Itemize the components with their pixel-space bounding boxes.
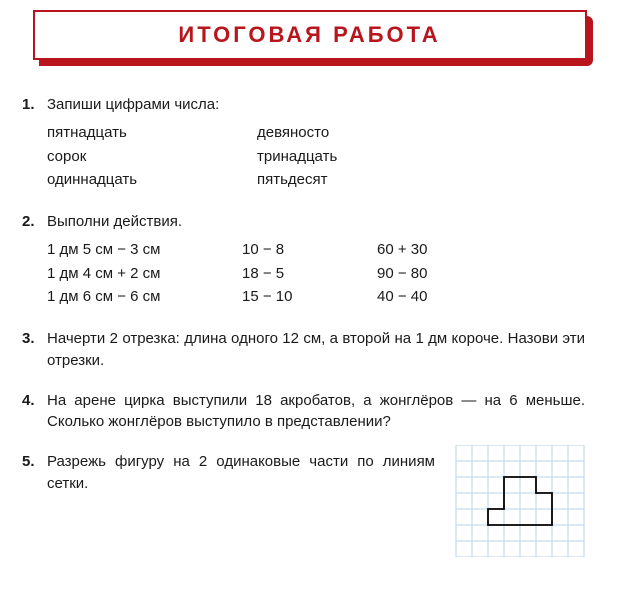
word: сорок bbox=[47, 146, 257, 168]
word: тринадцать bbox=[257, 146, 337, 168]
task-3: 3. Начерти 2 отрезка: длина одного 12 см… bbox=[22, 328, 585, 372]
task-1: 1. Запиши цифрами числа: пятнадцать соро… bbox=[22, 94, 585, 193]
task-number: 4. bbox=[22, 390, 47, 434]
expr: 1 дм 5 см − 3 см bbox=[47, 239, 242, 261]
task1-columns: пятнадцать сорок одиннадцать девяносто т… bbox=[47, 122, 585, 193]
task-text: Начерти 2 отрезка: длина одного 12 см, а… bbox=[47, 328, 585, 372]
grid-figure bbox=[455, 445, 585, 557]
task-body: Разрежь фигуру на 2 одинаковые части по … bbox=[47, 451, 585, 557]
word: одиннадцать bbox=[47, 169, 257, 191]
page-title: ИТОГОВАЯ РАБОТА bbox=[178, 22, 440, 48]
task-prompt: Выполни действия. bbox=[47, 211, 585, 233]
expr: 90 − 80 bbox=[377, 263, 427, 285]
expr: 18 − 5 bbox=[242, 263, 377, 285]
task-number: 5. bbox=[22, 451, 47, 557]
expr: 1 дм 6 см − 6 см bbox=[47, 286, 242, 308]
task2-columns: 1 дм 5 см − 3 см 1 дм 4 см + 2 см 1 дм 6… bbox=[47, 239, 585, 310]
task-text: На арене цирка выступили 18 акробатов, а… bbox=[47, 390, 585, 434]
expr: 10 − 8 bbox=[242, 239, 377, 261]
task2-colC: 60 + 30 90 − 80 40 − 40 bbox=[377, 239, 427, 310]
content: 1. Запиши цифрами числа: пятнадцать соро… bbox=[0, 66, 625, 557]
word: пятьдесят bbox=[257, 169, 337, 191]
banner-front: ИТОГОВАЯ РАБОТА bbox=[33, 10, 587, 60]
task1-col1: пятнадцать сорок одиннадцать bbox=[47, 122, 257, 193]
task2-colB: 10 − 8 18 − 5 15 − 10 bbox=[242, 239, 377, 310]
expr: 40 − 40 bbox=[377, 286, 427, 308]
word: пятнадцать bbox=[47, 122, 257, 144]
expr: 15 − 10 bbox=[242, 286, 377, 308]
task-2: 2. Выполни действия. 1 дм 5 см − 3 см 1 … bbox=[22, 211, 585, 310]
task2-colA: 1 дм 5 см − 3 см 1 дм 4 см + 2 см 1 дм 6… bbox=[47, 239, 242, 310]
task-prompt: Запиши цифрами числа: bbox=[47, 94, 585, 116]
task-5: 5. Разрежь фигуру на 2 одинаковые части … bbox=[22, 451, 585, 557]
task-body: Запиши цифрами числа: пятнадцать сорок о… bbox=[47, 94, 585, 193]
expr: 60 + 30 bbox=[377, 239, 427, 261]
task-body: Выполни действия. 1 дм 5 см − 3 см 1 дм … bbox=[47, 211, 585, 310]
task1-col2: девяносто тринадцать пятьдесят bbox=[257, 122, 337, 193]
header-banner: ИТОГОВАЯ РАБОТА bbox=[33, 10, 593, 66]
expr: 1 дм 4 см + 2 см bbox=[47, 263, 242, 285]
task-number: 2. bbox=[22, 211, 47, 310]
word: девяносто bbox=[257, 122, 337, 144]
task-number: 3. bbox=[22, 328, 47, 372]
task-text: Разрежь фигуру на 2 одинаковые части по … bbox=[47, 451, 455, 495]
task-4: 4. На арене цирка выступили 18 акробатов… bbox=[22, 390, 585, 434]
task-number: 1. bbox=[22, 94, 47, 193]
